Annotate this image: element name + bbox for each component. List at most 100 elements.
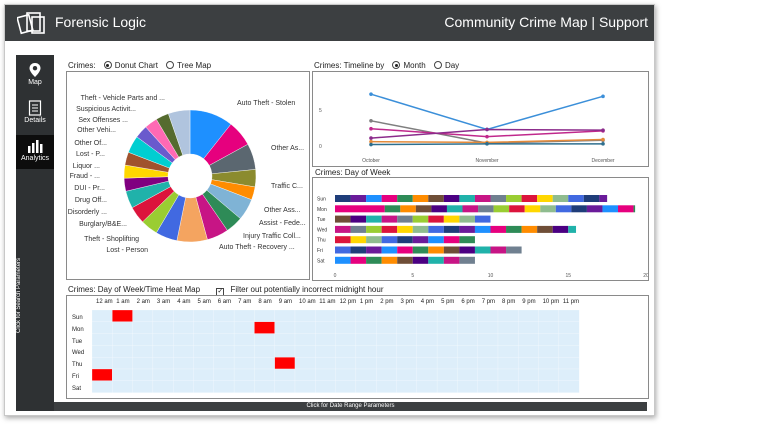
bar-segment[interactable] — [366, 256, 382, 264]
heatmap-cell[interactable] — [92, 357, 113, 370]
heatmap-cell[interactable] — [477, 368, 499, 381]
heatmap-cell[interactable] — [173, 345, 194, 358]
bar-segment[interactable] — [459, 246, 475, 254]
sidebar-item-details[interactable]: Details — [16, 97, 54, 131]
heatmap-cell[interactable] — [335, 310, 357, 322]
bar-segment[interactable] — [397, 215, 413, 223]
bar-segment[interactable] — [397, 225, 413, 233]
bar-segment[interactable] — [350, 246, 367, 254]
heatmap-cell[interactable] — [416, 357, 438, 370]
heatmap-cell[interactable] — [193, 368, 214, 381]
bar-segment[interactable] — [350, 256, 367, 264]
bar-segment[interactable] — [493, 205, 510, 213]
heatmap-cell[interactable] — [173, 357, 194, 370]
heatmap-cell[interactable] — [152, 368, 174, 381]
timeline-point[interactable] — [601, 142, 605, 146]
heatmap-cell[interactable] — [436, 321, 458, 334]
bar-segment[interactable] — [571, 205, 587, 213]
heatmap-cell[interactable] — [92, 368, 113, 381]
bar-segment[interactable] — [428, 195, 444, 202]
heatmap-cell[interactable] — [335, 357, 357, 370]
heatmap-cell[interactable] — [132, 357, 154, 370]
bar-segment[interactable] — [412, 246, 429, 254]
bar-segment[interactable] — [381, 225, 398, 233]
bar-segment[interactable] — [335, 225, 351, 233]
bar-segment[interactable] — [412, 215, 429, 223]
heatmap-cell[interactable] — [376, 368, 397, 381]
heatmap-cell[interactable] — [538, 357, 560, 370]
heatmap-cell[interactable] — [335, 333, 357, 346]
heatmap-cell[interactable] — [112, 321, 133, 334]
heatmap-cell[interactable] — [112, 345, 133, 358]
heatmap-cell[interactable] — [152, 345, 174, 358]
bar-segment[interactable] — [474, 215, 491, 223]
bar-segment[interactable] — [397, 195, 413, 202]
heatmap-cell[interactable] — [193, 380, 214, 393]
heatmap-cell[interactable] — [274, 310, 296, 322]
bar-segment[interactable] — [568, 225, 577, 233]
heatmap-cell[interactable] — [376, 333, 397, 346]
bar-segment[interactable] — [366, 195, 382, 202]
heatmap-cell[interactable] — [233, 333, 255, 346]
crimes-donut-chart[interactable] — [115, 101, 265, 251]
heatmap-cell[interactable] — [355, 310, 377, 322]
heatmap-cell[interactable] — [436, 310, 458, 322]
heatmap-cell[interactable] — [376, 345, 397, 358]
heatmap-cell[interactable] — [497, 380, 519, 393]
heatmap-cell[interactable] — [254, 310, 275, 322]
heatmap-cell[interactable] — [152, 357, 174, 370]
heatmap-cell[interactable] — [477, 310, 499, 322]
heatmap-cell[interactable] — [152, 310, 174, 322]
bar-segment[interactable] — [506, 246, 522, 254]
heatmap-cell[interactable] — [213, 368, 235, 381]
heatmap-cell[interactable] — [497, 345, 519, 358]
heatmap-cell[interactable] — [558, 321, 580, 334]
timeline-point[interactable] — [485, 127, 489, 132]
heatmap-cell[interactable] — [355, 321, 377, 334]
heatmap-cell[interactable] — [416, 345, 438, 358]
heatmap-cell[interactable] — [315, 380, 336, 393]
bar-segment[interactable] — [415, 205, 432, 213]
bar-segment[interactable] — [397, 256, 413, 264]
heatmap-cell[interactable] — [497, 333, 519, 346]
bar-segment[interactable] — [381, 246, 398, 254]
heatmap-cell[interactable] — [396, 380, 417, 393]
heatmap-cell[interactable] — [315, 310, 336, 322]
bar-segment[interactable] — [568, 195, 584, 202]
bar-segment[interactable] — [633, 205, 636, 213]
heatmap-cell[interactable] — [152, 321, 174, 334]
heatmap-cell[interactable] — [558, 345, 580, 358]
heatmap-cell[interactable] — [477, 321, 499, 334]
bar-segment[interactable] — [540, 205, 556, 213]
bar-segment[interactable] — [521, 225, 538, 233]
heatmap-cell[interactable] — [396, 333, 417, 346]
bar-segment[interactable] — [335, 236, 351, 244]
heatmap-cell[interactable] — [233, 345, 255, 358]
heatmap-cell[interactable] — [518, 321, 539, 334]
bar-segment[interactable] — [509, 205, 525, 213]
heatmap-cell[interactable] — [274, 345, 296, 358]
heatmap-cell[interactable] — [518, 310, 539, 322]
heatmap-cell[interactable] — [254, 357, 275, 370]
heatmap-cell[interactable] — [254, 380, 275, 393]
bar-segment[interactable] — [459, 236, 475, 244]
heatmap-cell[interactable] — [457, 380, 478, 393]
day-option[interactable]: Day — [428, 61, 459, 70]
heatmap-cell[interactable] — [457, 345, 478, 358]
bar-segment[interactable] — [428, 236, 444, 244]
heatmap-cell[interactable] — [558, 380, 580, 393]
timeline-point[interactable] — [485, 142, 489, 146]
donut-slice[interactable] — [168, 109, 191, 156]
heatmap-cell[interactable] — [254, 368, 275, 381]
heatmap-cell[interactable] — [294, 357, 316, 370]
heatmap-cell[interactable] — [173, 368, 194, 381]
bar-segment[interactable] — [443, 236, 460, 244]
heatmap-cell[interactable] — [254, 333, 275, 346]
heatmap-cell[interactable] — [355, 333, 377, 346]
heatmap-cell[interactable] — [436, 357, 458, 370]
heatmap-cell[interactable] — [132, 333, 154, 346]
heatmap-cell[interactable] — [457, 310, 478, 322]
heatmap-cell[interactable] — [335, 321, 357, 334]
timeline-point[interactable] — [369, 92, 373, 96]
heatmap-cell[interactable] — [152, 333, 174, 346]
